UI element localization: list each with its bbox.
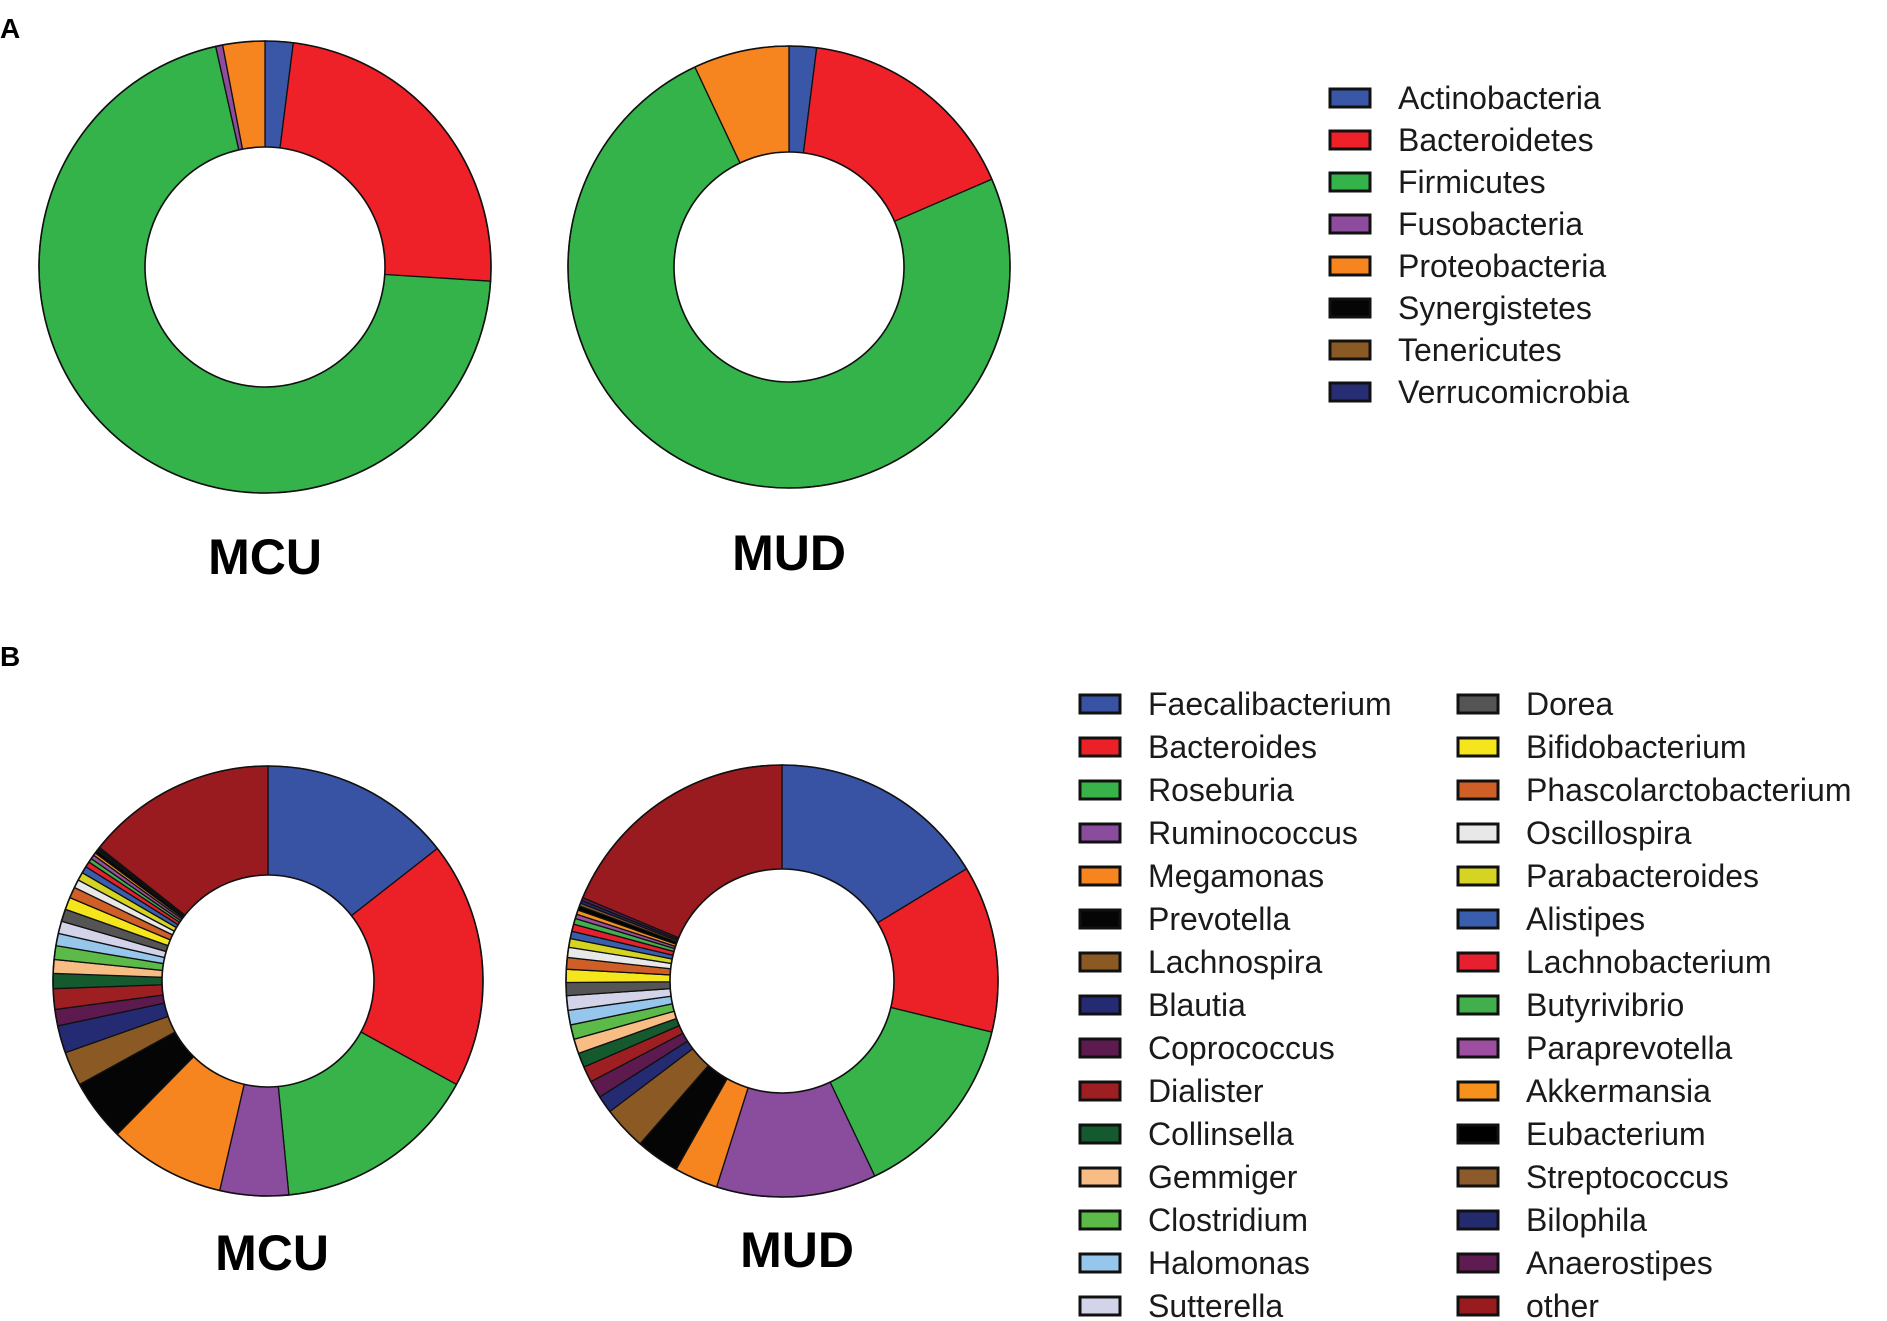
- legend-label-actinobacteria: Actinobacteria: [1398, 80, 1601, 116]
- legend-label-bacteroidetes: Bacteroidetes: [1398, 122, 1594, 158]
- legend-swatch-butyrivibrio: [1456, 994, 1500, 1016]
- donut-label-b-mud: MUD: [740, 1222, 854, 1278]
- legend-label-sutterella: Sutterella: [1148, 1288, 1283, 1321]
- legend-swatch-proteobacteria: [1328, 255, 1372, 277]
- legend-swatch-clostridium: [1078, 1209, 1122, 1231]
- donut-label-b-mcu: MCU: [215, 1225, 329, 1281]
- legend-label-megamonas: Megamonas: [1148, 858, 1324, 894]
- legend-swatch-lachnobacterium: [1456, 951, 1500, 973]
- donut-hole: [669, 868, 895, 1094]
- legend-label-faecalibacterium: Faecalibacterium: [1148, 686, 1392, 722]
- donut-chart-a-mcu: [38, 40, 492, 494]
- legend-label-bacteroides: Bacteroides: [1148, 729, 1317, 765]
- legend-label-dorea: Dorea: [1526, 686, 1613, 722]
- legend-swatch-alistipes: [1456, 908, 1500, 930]
- legend-swatch-bacteroides: [1078, 736, 1122, 758]
- legend-swatch-dorea: [1456, 693, 1500, 715]
- legend-label-clostridium: Clostridium: [1148, 1202, 1308, 1238]
- legend-swatch-oscillospira: [1456, 822, 1500, 844]
- legend-label-eubacterium: Eubacterium: [1526, 1116, 1706, 1152]
- legend-swatch-bifidobacterium: [1456, 736, 1500, 758]
- legend-swatch-blautia: [1078, 994, 1122, 1016]
- legend-swatch-eubacterium: [1456, 1123, 1500, 1145]
- legend-swatch-prevotella: [1078, 908, 1122, 930]
- donut-chart-b-mcu: [52, 765, 484, 1197]
- legend-swatch-phascolarctobacterium: [1456, 779, 1500, 801]
- legend-label-proteobacteria: Proteobacteria: [1398, 248, 1606, 284]
- legend-swatch-roseburia: [1078, 779, 1122, 801]
- legend-label-phascolarctobacterium: Phascolarctobacterium: [1526, 772, 1851, 808]
- legend-label-bifidobacterium: Bifidobacterium: [1526, 729, 1747, 765]
- legend-swatch-tenericutes: [1328, 339, 1372, 361]
- legend-swatch-fusobacteria: [1328, 213, 1372, 235]
- donut-outer-ring: [565, 764, 999, 1198]
- legend-label-blautia: Blautia: [1148, 987, 1246, 1023]
- legend-swatch-synergistetes: [1328, 297, 1372, 319]
- legend-label-firmicutes: Firmicutes: [1398, 164, 1546, 200]
- legend-swatch-streptococcus: [1456, 1166, 1500, 1188]
- legend-swatch-other: [1456, 1295, 1500, 1317]
- legend-swatch-dialister: [1078, 1080, 1122, 1102]
- legend-swatch-verrucomicrobia: [1328, 381, 1372, 403]
- legend-swatch-megamonas: [1078, 865, 1122, 887]
- legend-label-lachnospira: Lachnospira: [1148, 944, 1323, 980]
- legend-label-dialister: Dialister: [1148, 1073, 1264, 1109]
- legend-swatch-collinsella: [1078, 1123, 1122, 1145]
- donut-chart-b-mud: [565, 764, 999, 1198]
- legend-label-alistipes: Alistipes: [1526, 901, 1645, 937]
- legend-swatch-paraprevotella: [1456, 1037, 1500, 1059]
- legend-swatch-firmicutes: [1328, 171, 1372, 193]
- legend-label-other: other: [1526, 1288, 1599, 1321]
- legend-swatch-akkermansia: [1456, 1080, 1500, 1102]
- legend-label-tenericutes: Tenericutes: [1398, 332, 1562, 368]
- donut-hole: [161, 874, 375, 1088]
- legend-label-verrucomicrobia: Verrucomicrobia: [1398, 374, 1629, 410]
- legend-swatch-actinobacteria: [1328, 87, 1372, 109]
- donut-outer-ring: [38, 40, 492, 494]
- legend-label-akkermansia: Akkermansia: [1526, 1073, 1711, 1109]
- legend-swatch-ruminococcus: [1078, 822, 1122, 844]
- donut-hole: [673, 151, 905, 383]
- legend-label-coprococcus: Coprococcus: [1148, 1030, 1335, 1066]
- donut-label-a-mcu: MCU: [208, 529, 322, 585]
- legend-swatch-halomonas: [1078, 1252, 1122, 1274]
- legend-swatch-gemmiger: [1078, 1166, 1122, 1188]
- donut-outer-ring: [567, 45, 1011, 489]
- legend-label-lachnobacterium: Lachnobacterium: [1526, 944, 1771, 980]
- legend-swatch-lachnospira: [1078, 951, 1122, 973]
- legend-label-paraprevotella: Paraprevotella: [1526, 1030, 1733, 1066]
- legend-label-halomonas: Halomonas: [1148, 1245, 1310, 1281]
- legend-label-collinsella: Collinsella: [1148, 1116, 1294, 1152]
- legend-label-butyrivibrio: Butyrivibrio: [1526, 987, 1684, 1023]
- legend-label-anaerostipes: Anaerostipes: [1526, 1245, 1713, 1281]
- legend-label-ruminococcus: Ruminococcus: [1148, 815, 1358, 851]
- legend-swatch-bacteroidetes: [1328, 129, 1372, 151]
- legend-swatch-parabacteroides: [1456, 865, 1500, 887]
- donut-label-a-mud: MUD: [732, 525, 846, 581]
- panel-label-a: A: [0, 13, 20, 44]
- legend-label-prevotella: Prevotella: [1148, 901, 1291, 937]
- panel-label-b: B: [0, 641, 20, 672]
- legend-label-parabacteroides: Parabacteroides: [1526, 858, 1759, 894]
- legend-swatch-anaerostipes: [1456, 1252, 1500, 1274]
- legend-swatch-coprococcus: [1078, 1037, 1122, 1059]
- legend-label-streptococcus: Streptococcus: [1526, 1159, 1729, 1195]
- legend-label-synergistetes: Synergistetes: [1398, 290, 1592, 326]
- legend-label-bilophila: Bilophila: [1526, 1202, 1647, 1238]
- donut-outer-ring: [52, 765, 484, 1197]
- legend-panel-b: Faecalibacterium Bacteroides Roseburia Rumi…: [1078, 686, 1851, 1321]
- donut-hole: [144, 146, 386, 388]
- legend-label-roseburia: Roseburia: [1148, 772, 1294, 808]
- legend-swatch-bilophila: [1456, 1209, 1500, 1231]
- legend-swatch-sutterella: [1078, 1295, 1122, 1317]
- legend-label-oscillospira: Oscillospira: [1526, 815, 1692, 851]
- legend-label-fusobacteria: Fusobacteria: [1398, 206, 1583, 242]
- legend-swatch-faecalibacterium: [1078, 693, 1122, 715]
- donut-chart-a-mud: [567, 45, 1011, 489]
- legend-panel-a: Actinobacteria Bacteroidetes Firmicutes Fus…: [1328, 80, 1629, 410]
- legend-label-gemmiger: Gemmiger: [1148, 1159, 1298, 1195]
